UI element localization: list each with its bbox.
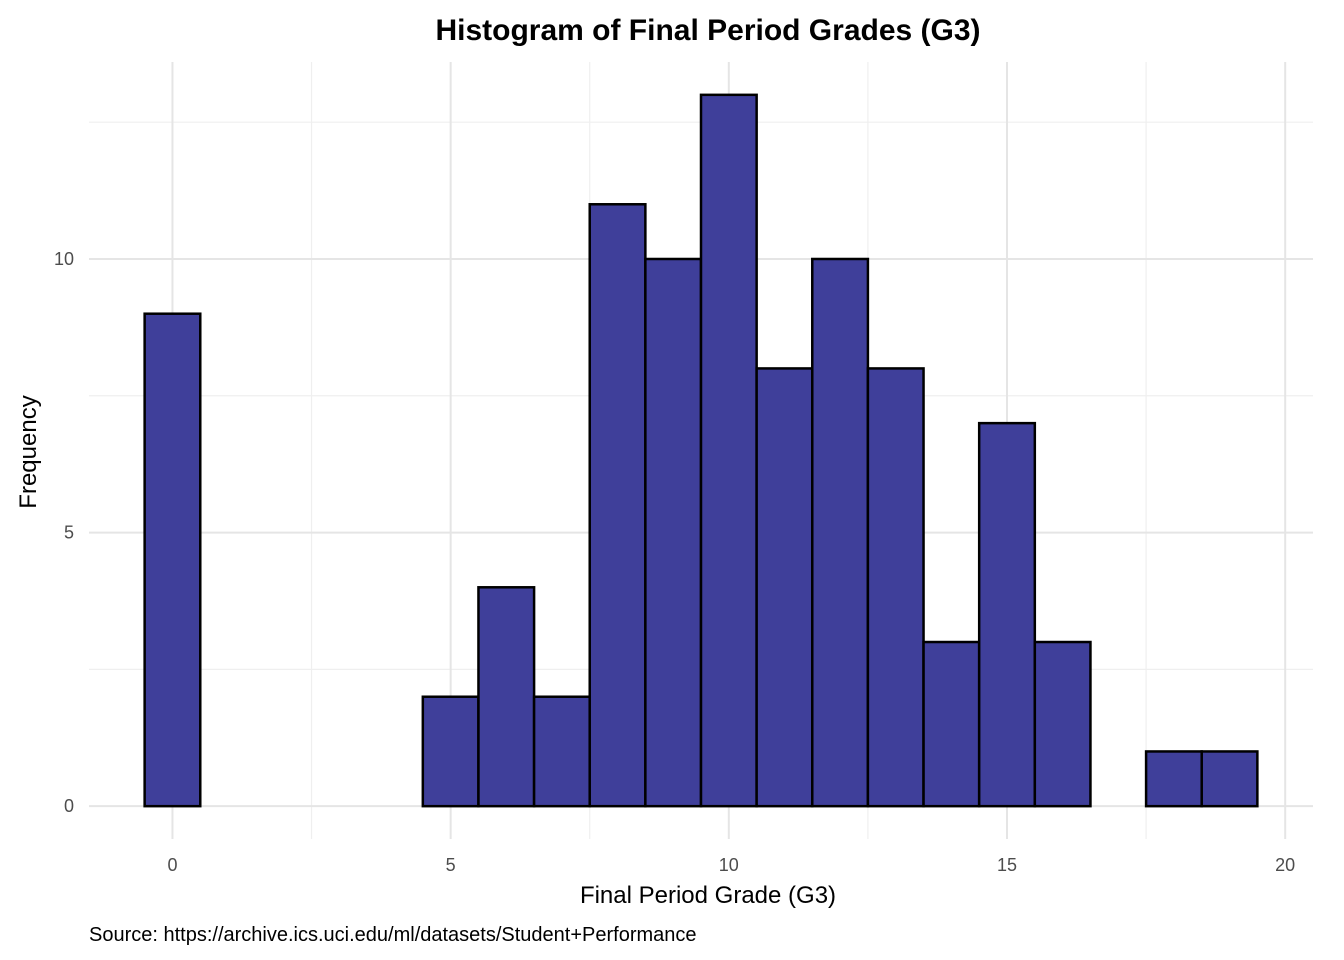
y-axis-tick-labels: 0 5 10 [54, 249, 74, 816]
histogram-bar [644, 257, 703, 808]
histogram-bar [922, 640, 981, 808]
chart-title: Histogram of Final Period Grades (G3) [435, 14, 980, 47]
histogram-bar [1144, 750, 1203, 808]
x-tick-label: 15 [997, 855, 1017, 875]
histogram-bar [977, 421, 1037, 808]
x-tick-label: 5 [446, 855, 456, 875]
source-caption: Source: https://archive.ics.uci.edu/ml/d… [89, 924, 697, 946]
histogram-bar [588, 203, 647, 808]
y-axis-title: Frequency [15, 395, 42, 508]
y-tick-label: 5 [64, 523, 74, 543]
x-tick-label: 0 [167, 855, 177, 875]
histogram-bar [532, 695, 591, 808]
x-tick-label: 20 [1275, 855, 1295, 875]
y-tick-label: 0 [64, 796, 74, 816]
histogram-bar [1033, 640, 1092, 808]
x-axis-tick-labels: 0 5 10 15 20 [167, 855, 1295, 875]
histogram-bars [143, 93, 1259, 808]
histogram-bar [866, 367, 925, 808]
x-axis-title: Final Period Grade (G3) [580, 882, 836, 909]
histogram-bar [811, 257, 870, 808]
y-tick-label: 10 [54, 249, 74, 269]
histogram-bar [143, 312, 202, 808]
x-tick-label: 10 [719, 855, 739, 875]
histogram-bar [1200, 750, 1259, 808]
histogram-bar [421, 695, 480, 808]
histogram-bar [755, 367, 814, 808]
histogram-bar [699, 93, 758, 808]
histogram-bar [477, 586, 536, 808]
